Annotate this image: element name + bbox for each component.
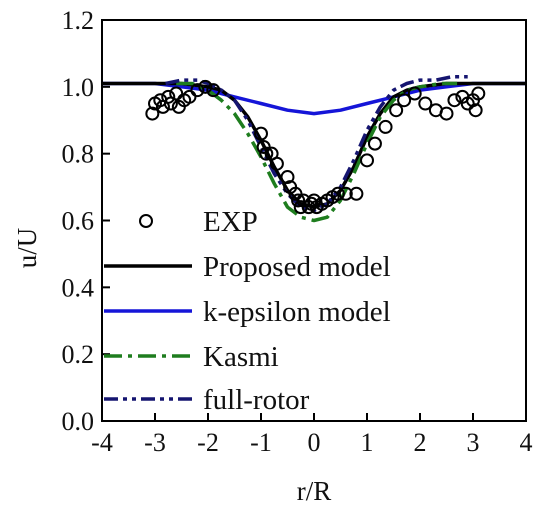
exp-data-point [360, 153, 374, 168]
exp-data-point [161, 89, 176, 104]
x-tick-label: 1 [361, 428, 374, 457]
y-tick-label: 0.2 [62, 340, 95, 369]
exp-data-point [269, 156, 284, 171]
exp-data-point [206, 83, 221, 98]
y-tick-label: 1.2 [62, 6, 95, 35]
exp-markers [145, 79, 486, 215]
legend: EXP Proposed model k-epsilon model Kasmi ful… [104, 206, 391, 416]
exp-data-point [338, 186, 353, 201]
exp-data-point [367, 136, 382, 151]
exp-data-point [254, 126, 268, 141]
legend-marker-exp [139, 214, 153, 228]
exp-data-point [291, 193, 306, 208]
exp-data-point [349, 186, 364, 201]
x-tick-label: 0 [308, 428, 321, 457]
exp-data-point [190, 83, 205, 98]
full-rotor-line [165, 75, 468, 213]
y-tick-label: 0.8 [62, 140, 95, 169]
exp-data-point [447, 93, 462, 108]
tick-layer: -4 -3 -2 -1 0 1 2 3 4 0.0 0.2 0.4 0.6 0.8 1.0 1.2 [62, 6, 533, 457]
exp-data-point [389, 103, 404, 118]
x-tick-label: 3 [467, 428, 480, 457]
y-tick-label: 0.0 [62, 407, 95, 436]
x-tick-label: -2 [197, 428, 219, 457]
exp-data-point [418, 96, 433, 111]
exp-data-point [471, 86, 486, 101]
exp-data-point [330, 186, 345, 201]
legend-label-exp: EXP [203, 206, 258, 238]
y-tick-label: 0.6 [62, 207, 95, 236]
exp-data-point [145, 106, 160, 121]
exp-data-point [397, 93, 412, 108]
legend-label-full-rotor: full-rotor [203, 384, 310, 416]
legend-label-kasmi: Kasmi [203, 341, 279, 373]
exp-data-point [378, 119, 393, 134]
exp-data-point [307, 193, 321, 208]
y-tick-label: 0.4 [62, 273, 95, 302]
exp-data-point [407, 86, 422, 101]
x-tick-label: -4 [91, 428, 113, 457]
x-tick-label: -1 [250, 428, 272, 457]
exp-data-point [198, 79, 213, 94]
exp-data-point [280, 170, 295, 185]
x-axis-label: r/R [297, 476, 332, 506]
y-axis-label: u/U [12, 228, 42, 269]
x-tick-label: 4 [520, 428, 533, 457]
k-epsilon-model-line [102, 81, 526, 116]
legend-label-proposed-model: Proposed model [203, 251, 391, 283]
x-tick-label: 2 [414, 428, 427, 457]
series-layer [102, 75, 526, 223]
plot-frame [101, 19, 527, 422]
exp-data-point [259, 146, 274, 161]
exp-data-point [468, 103, 483, 118]
x-tick-label: -3 [144, 428, 166, 457]
y-tick-label: 1.0 [62, 73, 95, 102]
exp-data-point [439, 106, 454, 121]
legend-label-k-epsilon-model: k-epsilon model [203, 296, 391, 328]
